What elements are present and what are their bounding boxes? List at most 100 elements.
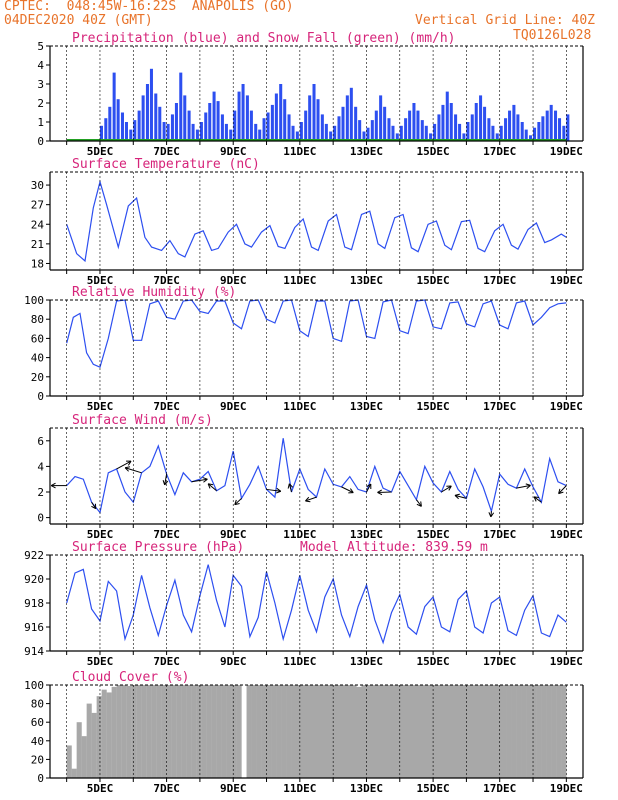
wind-arrowhead — [525, 483, 531, 489]
precip-bar — [449, 103, 453, 141]
wind-arrow — [116, 460, 132, 470]
precip-bar — [262, 118, 266, 141]
precip-bar — [99, 125, 104, 141]
cloud-bar — [81, 736, 87, 778]
wind-arrowhead — [287, 483, 294, 489]
precip-bar — [395, 133, 399, 141]
y-tick-label: 916 — [24, 621, 44, 634]
y-tick-label: 60 — [31, 716, 44, 729]
precip-bar — [374, 110, 378, 141]
x-tick-label: 13DEC — [350, 145, 383, 158]
precip-bar — [495, 133, 499, 141]
wind-arrowhead — [454, 493, 460, 500]
precip-bar — [487, 118, 491, 141]
wind-arrow — [164, 473, 168, 486]
x-tick-label: 9DEC — [220, 400, 247, 413]
wind-arrow — [207, 483, 217, 492]
y-tick-label: 922 — [24, 549, 44, 562]
cloud-bar — [216, 685, 222, 778]
precip-bar — [541, 116, 545, 141]
y-tick-label: 914 — [24, 645, 44, 658]
precip-bar — [283, 99, 287, 141]
cloud-bar — [71, 768, 77, 778]
cloud-bar — [441, 685, 447, 778]
cloud-bar — [526, 685, 532, 778]
precip-bar — [129, 129, 133, 141]
precip-bar — [166, 123, 170, 141]
panel-title-precip: Precipitation (blue) and Snow Fall (gree… — [72, 31, 456, 46]
cloud-bar — [211, 685, 217, 778]
x-tick-label: 17DEC — [483, 145, 516, 158]
x-tick-label: 11DEC — [283, 655, 316, 668]
precip-bar — [170, 114, 174, 141]
y-tick-label: 27 — [31, 199, 44, 212]
precip-bar — [558, 118, 562, 141]
cloud-bar — [76, 722, 82, 778]
precip-bar — [370, 120, 374, 141]
x-tick-label: 7DEC — [153, 274, 180, 287]
cloud-bar — [261, 685, 267, 778]
precip-bar — [304, 110, 308, 141]
x-tick-label: 17DEC — [483, 274, 516, 287]
cloud-bar — [236, 685, 242, 778]
x-tick-label: 15DEC — [417, 528, 450, 541]
precip-bar — [333, 125, 337, 141]
x-tick-label: 17DEC — [483, 655, 516, 668]
cloud-bar — [351, 685, 357, 778]
header-location: 048:45W-16:22S ANAPOLIS (GO) — [66, 0, 294, 14]
y-tick-label: 80 — [31, 698, 44, 711]
y-tick-label: 3 — [37, 78, 44, 91]
wind-arrow — [288, 483, 292, 493]
precip-bar — [104, 118, 108, 141]
precip-bar — [404, 118, 408, 141]
precip-bar — [387, 118, 391, 141]
cloud-bar — [231, 685, 237, 778]
y-tick-label: 21 — [31, 238, 44, 251]
cloud-bar — [246, 685, 252, 778]
cloud-bar — [501, 685, 507, 778]
rh-series-line — [66, 299, 567, 369]
panel-title-wind: Surface Wind (m/s) — [72, 413, 213, 428]
y-tick-label: 20 — [31, 753, 44, 766]
x-tick-label: 9DEC — [220, 655, 247, 668]
precip-bar — [445, 91, 449, 141]
wind-arrowhead — [348, 488, 354, 494]
cloud-bar — [371, 685, 377, 778]
x-tick-label: 13DEC — [350, 655, 383, 668]
cloud-bar — [546, 685, 552, 778]
precip-bar — [279, 84, 283, 141]
cloud-bar — [166, 685, 172, 778]
precip-bar — [287, 114, 291, 141]
cloud-bar — [421, 685, 427, 778]
y-tick-label: 2 — [37, 97, 44, 110]
cloud-bar — [331, 685, 337, 778]
precip-bar — [199, 122, 203, 141]
panel-title-pres: Surface Pressure (hPa) — [72, 540, 244, 555]
precip-bar — [337, 116, 341, 141]
y-tick-label: 4 — [37, 460, 44, 473]
precip-bar — [220, 114, 224, 141]
precip-bar — [324, 123, 328, 141]
pres-series-line — [66, 564, 567, 645]
precip-bar — [362, 131, 366, 141]
y-tick-label: 20 — [31, 371, 44, 384]
precip-bar — [154, 93, 158, 141]
x-tick-label: 17DEC — [483, 528, 516, 541]
x-tick-label: 9DEC — [220, 274, 247, 287]
y-tick-label: 0 — [37, 772, 44, 785]
precip-bar — [354, 106, 358, 141]
cloud-bar — [326, 685, 332, 778]
precip-bar — [195, 129, 199, 141]
cloud-bar — [256, 685, 262, 778]
cloud-bar — [361, 685, 367, 778]
x-tick-label: 7DEC — [153, 528, 180, 541]
precip-bar — [537, 122, 541, 141]
cloud-bar — [126, 685, 132, 778]
cloud-bar — [466, 685, 472, 778]
precip-bar — [566, 114, 570, 141]
precip-bar — [320, 114, 324, 141]
y-tick-label: 100 — [24, 294, 44, 307]
wind-arrow — [516, 484, 531, 489]
header-init-time: 04DEC2020 40Z (GMT) — [4, 13, 153, 28]
cloud-bar — [276, 685, 282, 778]
